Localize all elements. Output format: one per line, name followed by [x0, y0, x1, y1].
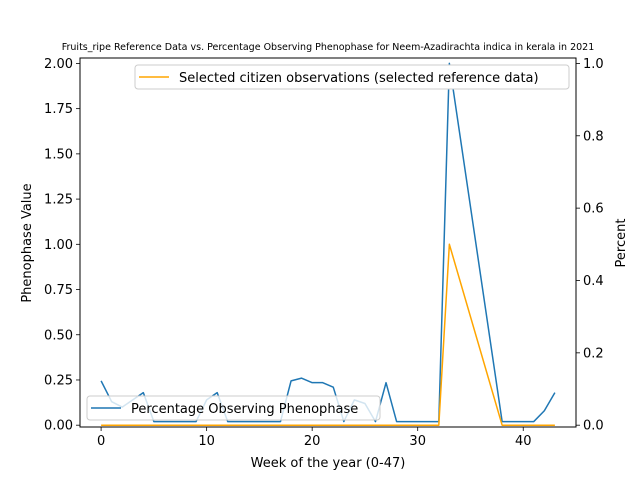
y-tick-label: 1.50 [44, 147, 73, 162]
x-axis-title: Week of the year (0-47) [251, 456, 406, 471]
legend-right-series: Selected citizen observations (selected … [134, 64, 570, 90]
plot-frame [79, 57, 577, 428]
x-tick-label: 40 [515, 434, 532, 449]
y2-tick-label: 0.2 [583, 346, 604, 361]
legend-box [134, 64, 570, 90]
y2-tick-label: 0.8 [583, 129, 604, 144]
legend-label: Selected citizen observations (selected … [179, 71, 539, 86]
y2-tick-label: 0.4 [583, 274, 604, 289]
series-line-right [101, 243, 555, 426]
y2-tick-label: 0.6 [583, 202, 604, 217]
y-tick-label: 1.75 [44, 102, 73, 117]
y-tick-label: 0.00 [44, 419, 73, 434]
x-tick-label: 20 [304, 434, 321, 449]
legend-label: Percentage Observing Phenophase [131, 402, 358, 417]
series-line-left [100, 62, 556, 423]
y2-tick-label: 1.0 [583, 57, 604, 72]
x-tick-label: 0 [97, 434, 105, 449]
y-tick-label: 1.25 [44, 193, 73, 208]
chart-title: Fruits_ripe Reference Data vs. Percentag… [62, 42, 595, 53]
y-tick-label: 1.00 [44, 238, 73, 253]
x-tick-label: 30 [409, 434, 426, 449]
y-tick-label: 2.00 [44, 57, 73, 72]
plot-area: 0 10 20 30 40 0.00 0.25 0.50 0.75 1.00 1.25 1.50 1.7… [44, 57, 604, 449]
y-tick-label: 0.25 [44, 373, 73, 388]
y-axis-title: Phenophase Value [20, 183, 35, 302]
y2-tick-label: 0.0 [583, 419, 604, 434]
legend-left-series: Percentage Observing Phenophase [86, 395, 381, 421]
y2-axis-title: Percent [614, 219, 629, 268]
x-tick-label: 10 [198, 434, 215, 449]
y-tick-label: 0.75 [44, 283, 73, 298]
legend-box [86, 395, 381, 421]
y-tick-label: 0.50 [44, 328, 73, 343]
